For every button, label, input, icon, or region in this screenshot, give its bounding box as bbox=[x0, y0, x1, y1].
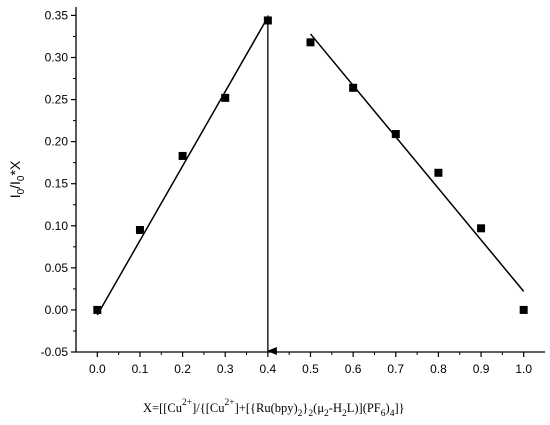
x-axis-label-part: 6 bbox=[381, 409, 386, 419]
y-tick-label: 0.00 bbox=[45, 303, 69, 317]
x-axis-label-part: -H bbox=[329, 401, 342, 415]
x-tick-label: 0.8 bbox=[430, 362, 447, 376]
x-axis-label-part: ) bbox=[386, 401, 390, 415]
data-point bbox=[434, 168, 443, 177]
x-axis-label-part: 2 bbox=[298, 409, 303, 419]
y-axis-label-part: *X bbox=[7, 160, 23, 175]
y-axis-label-part: /I bbox=[7, 181, 23, 189]
x-axis-label-part: ]} bbox=[394, 401, 404, 415]
axis-labels: I0/I0*X X=[[Cu2+]/{[Cu2+]+[{Ru(bpy)2}2(μ… bbox=[7, 160, 405, 419]
y-tick-label: 0.05 bbox=[45, 261, 69, 275]
x-axis-label-part: (μ bbox=[313, 401, 324, 415]
y-axis-label-part: 0 bbox=[16, 188, 27, 194]
x-axis-label-part: 2 bbox=[324, 409, 329, 419]
x-axis-label-part: 2+ bbox=[225, 398, 235, 408]
data-points bbox=[93, 16, 528, 314]
axes: -0.05 0.00 0.05 0.10 0.15 0.20 0.25 0.30 0.35 0.0… bbox=[41, 7, 545, 376]
fit-line bbox=[309, 33, 525, 292]
y-axis-label-part: I bbox=[7, 194, 23, 198]
data-point bbox=[135, 225, 144, 234]
x-tick-label: 0.5 bbox=[302, 362, 319, 376]
x-tick-label: 0.3 bbox=[217, 362, 234, 376]
y-axis-label: I0/I0*X bbox=[7, 160, 27, 198]
x-tick-label: 0.9 bbox=[473, 362, 490, 376]
x-tick-label: 0.1 bbox=[132, 362, 149, 376]
y-tick-label: 0.25 bbox=[45, 93, 69, 107]
x-tick-label: 0.2 bbox=[174, 362, 191, 376]
x-tick-label: 0.6 bbox=[345, 362, 362, 376]
data-point bbox=[306, 38, 315, 47]
x-tick-label: 0.7 bbox=[387, 362, 404, 376]
x-tick-label: 1.0 bbox=[515, 362, 532, 376]
x-axis-label-part: 2 bbox=[308, 409, 313, 419]
x-tick-label: 0.4 bbox=[260, 362, 277, 376]
x-axis-label-part: 2 bbox=[342, 409, 347, 419]
data-point bbox=[477, 224, 486, 233]
x-axis-label: X=[[Cu2+]/{[Cu2+]+[{Ru(bpy)2}2(μ2-H2L)](… bbox=[143, 398, 405, 419]
x-axis-label-part: 2+ bbox=[182, 398, 192, 408]
x-axis-label-part: ]+[{Ru(bpy) bbox=[235, 401, 298, 415]
y-axis-label-part: 0 bbox=[16, 175, 27, 181]
data-point bbox=[391, 130, 400, 139]
x-axis-label-part: } bbox=[302, 401, 308, 415]
data-point bbox=[178, 151, 187, 160]
data-point bbox=[519, 305, 528, 314]
x-axis-label-part: L)](PF bbox=[347, 401, 381, 415]
data-point bbox=[221, 93, 230, 102]
data-point bbox=[93, 305, 102, 314]
data-point bbox=[349, 83, 358, 92]
x-axis-label-part: ]/{[Cu bbox=[192, 401, 225, 415]
fit-lines bbox=[96, 16, 525, 316]
y-tick-label: 0.15 bbox=[45, 177, 69, 191]
x-axis-label-part: 4 bbox=[390, 409, 395, 419]
y-tick-label: 0.10 bbox=[45, 219, 69, 233]
x-tick-label: 0.0 bbox=[89, 362, 106, 376]
y-tick-label: 0.35 bbox=[45, 8, 69, 22]
fit-line bbox=[96, 16, 269, 316]
y-tick-label: 0.20 bbox=[45, 135, 69, 149]
y-tick-label: -0.05 bbox=[41, 345, 69, 359]
y-tick-label: 0.30 bbox=[45, 50, 69, 64]
data-point bbox=[263, 16, 272, 25]
x-axis-label-part: X=[[Cu bbox=[143, 401, 183, 415]
